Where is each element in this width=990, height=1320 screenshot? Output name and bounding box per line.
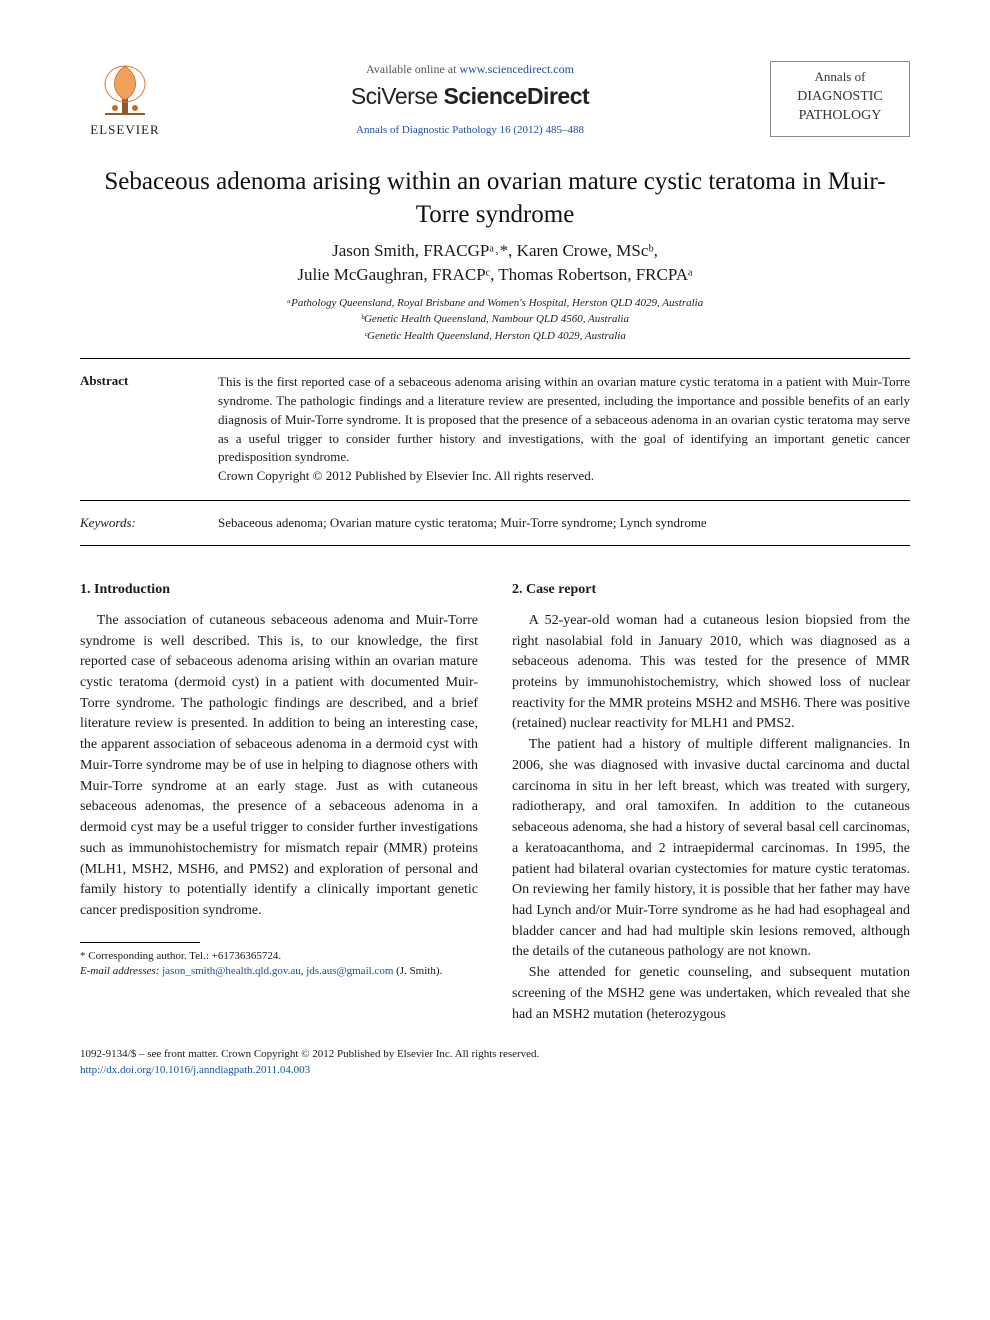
authors-line2: Julie McGaughran, FRACPᶜ, Thomas Roberts… [80,263,910,287]
abstract-label: Abstract [80,373,190,486]
authors-line1: Jason Smith, FRACGPᵃ˒*, Karen Crowe, MSc… [80,239,910,263]
affiliation-c: ᶜGenetic Health Queensland, Herston QLD … [80,328,910,345]
divider [80,500,910,501]
publisher-name: ELSEVIER [90,122,159,138]
abstract-row: Abstract This is the first reported case… [80,373,910,486]
email-link-2[interactable]: jds.aus@gmail.com [306,965,393,977]
email-label: E-mail addresses: [80,965,162,977]
case-para3: She attended for genetic counseling, and… [512,963,910,1025]
affiliation-b: ᵇGenetic Health Queensland, Nambour QLD … [80,311,910,328]
affiliation-a: ᵃPathology Queensland, Royal Brisbane an… [80,295,910,312]
title-block: Sebaceous adenoma arising within an ovar… [80,166,910,344]
platform-wordmark: SciVerse ScienceDirect [170,83,770,110]
intro-para: The association of cutaneous sebaceous a… [80,611,478,922]
platform-main: ScienceDirect [444,83,590,109]
keywords-label: Keywords: [80,515,190,531]
available-text: Available online at [366,62,459,76]
header-center: Available online at www.sciencedirect.co… [170,62,770,136]
email-line: E-mail addresses: jason_smith@health.qld… [80,964,478,979]
abstract-text: This is the first reported case of a seb… [218,373,910,486]
divider [80,358,910,359]
keywords-row: Keywords: Sebaceous adenoma; Ovarian mat… [80,515,910,531]
intro-heading: 1. Introduction [80,580,478,601]
footnote-rule [80,942,200,943]
email-tail: (J. Smith). [393,965,442,977]
case-heading: 2. Case report [512,580,910,601]
journal-cover-block: Annals of DIAGNOSTIC PATHOLOGY [770,61,910,136]
left-column: 1. Introduction The association of cutan… [80,580,478,1025]
case-para2: The patient had a history of multiple di… [512,735,910,963]
journal-line1: Annals of [775,68,905,86]
abstract-copyright: Crown Copyright © 2012 Published by Else… [218,468,594,483]
citation-link[interactable]: Annals of Diagnostic Pathology 16 (2012)… [356,124,584,136]
email-link-1[interactable]: jason_smith@health.qld.gov.au [162,965,301,977]
body-columns: 1. Introduction The association of cutan… [80,580,910,1025]
elsevier-tree-icon [95,60,155,120]
bottom-meta: 1092-9134/$ – see front matter. Crown Co… [80,1047,910,1078]
journal-line3: PATHOLOGY [775,106,905,126]
abstract-body: This is the first reported case of a seb… [218,374,910,464]
divider [80,545,910,546]
authors: Jason Smith, FRACGPᵃ˒*, Karen Crowe, MSc… [80,239,910,287]
case-para1: A 52-year-old woman had a cutaneous lesi… [512,611,910,735]
keywords-text: Sebaceous adenoma; Ovarian mature cystic… [218,515,910,531]
citation-line: Annals of Diagnostic Pathology 16 (2012)… [170,124,770,136]
corresponding-author: * Corresponding author. Tel.: +617363657… [80,949,478,964]
available-line: Available online at www.sciencedirect.co… [170,62,770,77]
doi-link[interactable]: http://dx.doi.org/10.1016/j.anndiagpath.… [80,1064,310,1076]
journal-header: ELSEVIER Available online at www.science… [80,60,910,138]
sciencedirect-link[interactable]: www.sciencedirect.com [459,62,574,76]
article-title: Sebaceous adenoma arising within an ovar… [80,166,910,231]
right-column: 2. Case report A 52-year-old woman had a… [512,580,910,1025]
journal-line2: DIAGNOSTIC [775,87,905,107]
platform-pre: SciVerse [351,83,444,109]
front-matter-line: 1092-9134/$ – see front matter. Crown Co… [80,1047,910,1062]
affiliations: ᵃPathology Queensland, Royal Brisbane an… [80,295,910,345]
footnotes: * Corresponding author. Tel.: +617363657… [80,949,478,980]
publisher-block: ELSEVIER [80,60,170,138]
